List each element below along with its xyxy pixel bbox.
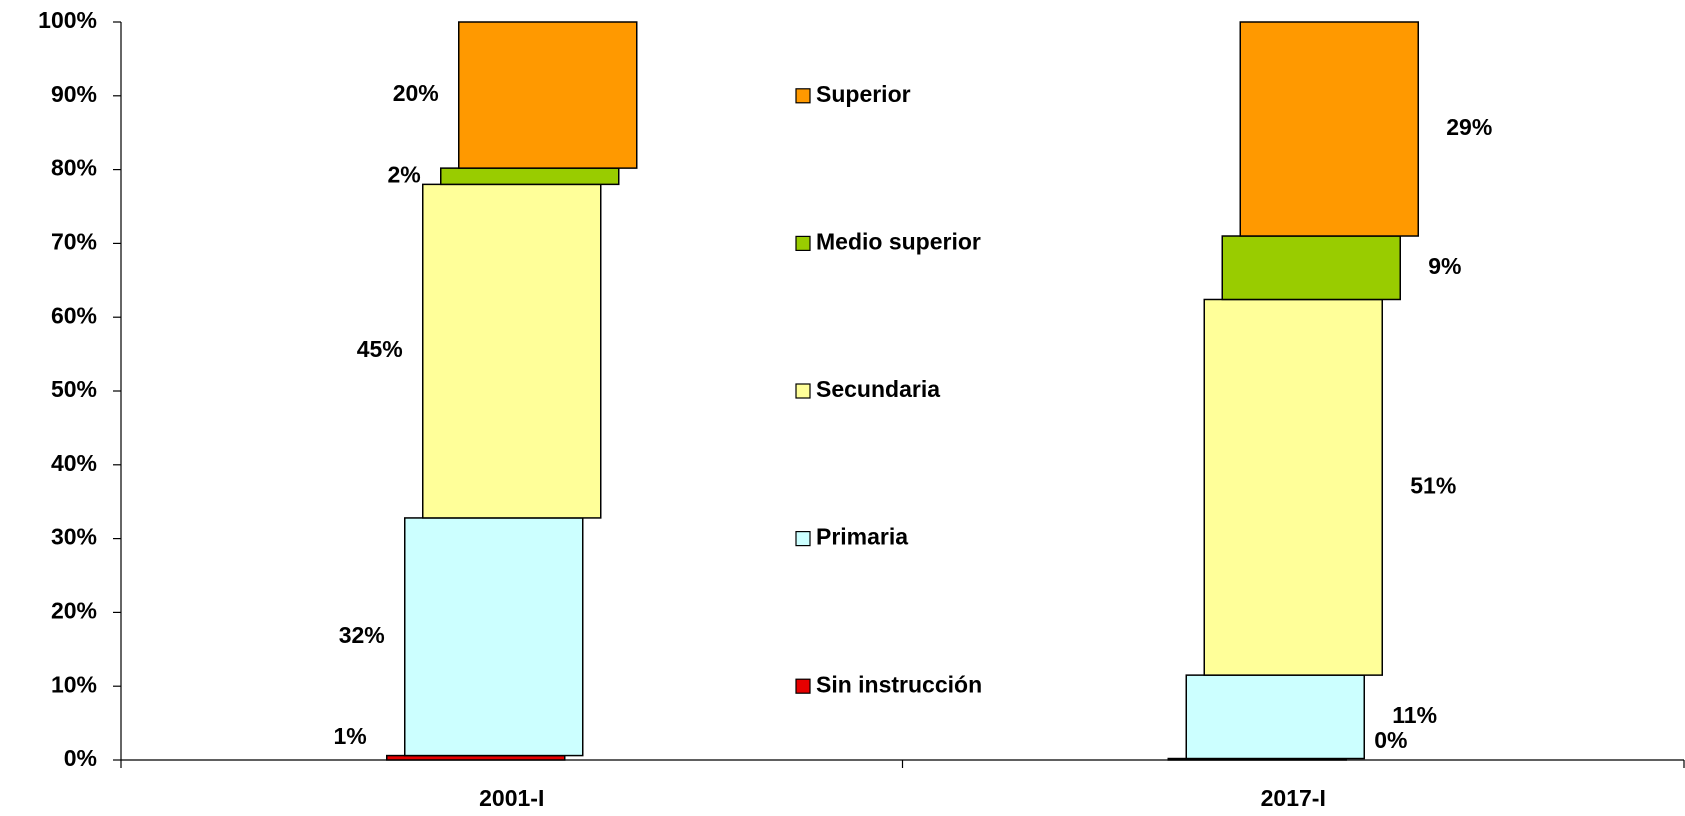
- value-label: 45%: [357, 336, 403, 362]
- y-tick-label: 0%: [64, 745, 97, 771]
- bar-segment: [1203, 298, 1383, 676]
- value-label: 11%: [1392, 702, 1437, 728]
- value-label: 0%: [1374, 727, 1407, 753]
- y-tick-label: 30%: [51, 524, 97, 550]
- legend-label: Superior: [816, 81, 911, 107]
- legend-swatch: [795, 235, 811, 251]
- legend-label: Medio superior: [816, 228, 981, 254]
- y-tick-label: 20%: [51, 597, 97, 623]
- value-label: 9%: [1428, 253, 1461, 279]
- y-tick-label: 50%: [51, 376, 97, 402]
- value-label: 1%: [334, 723, 367, 749]
- value-label: 20%: [393, 80, 439, 106]
- bar-segment: [422, 183, 602, 519]
- bar-segment: [404, 517, 584, 757]
- y-tick-label: 10%: [51, 671, 97, 697]
- value-label: 29%: [1446, 114, 1492, 140]
- legend-label: Sin instrucción: [816, 671, 982, 697]
- y-tick-label: 70%: [51, 228, 97, 254]
- legend-label: Primaria: [816, 524, 908, 550]
- value-label: 2%: [388, 161, 421, 187]
- value-label: 32%: [339, 622, 385, 648]
- y-tick-label: 100%: [38, 7, 97, 33]
- x-tick-label: 2001-I: [479, 785, 544, 811]
- legend-label: Secundaria: [816, 376, 940, 402]
- x-tick-label: 2017-I: [1261, 785, 1326, 811]
- y-tick-label: 60%: [51, 302, 97, 328]
- legend-swatch: [795, 88, 811, 104]
- value-label: 51%: [1410, 472, 1456, 498]
- legend-swatch: [795, 530, 811, 547]
- y-tick-label: 80%: [51, 155, 97, 181]
- bar-segment: [440, 167, 620, 186]
- legend-swatch: [795, 678, 811, 694]
- bar-segment: [1239, 21, 1419, 237]
- legend-swatch: [795, 383, 811, 399]
- y-tick-label: 40%: [51, 450, 97, 476]
- bar-segment: [458, 21, 638, 169]
- bar-segment: [1185, 674, 1365, 760]
- y-tick-label: 90%: [51, 81, 97, 107]
- bar-segment: [1221, 235, 1401, 301]
